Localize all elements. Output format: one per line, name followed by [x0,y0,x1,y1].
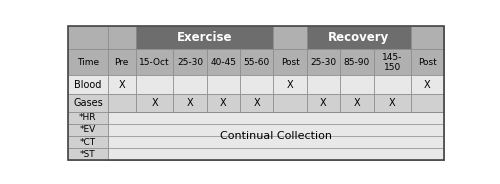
Bar [174,94,206,112]
Bar [307,49,340,75]
Text: X: X [424,79,431,89]
Text: Recovery: Recovery [328,31,390,44]
Text: 145-
150: 145- 150 [382,53,402,72]
Bar [68,94,108,112]
Text: X: X [287,79,294,89]
Bar [374,94,411,112]
Bar [340,94,374,112]
Bar [136,49,173,75]
Text: 25-30: 25-30 [310,58,336,67]
Text: 55-60: 55-60 [244,58,270,67]
Bar [307,26,411,49]
Bar [68,26,108,49]
Bar [108,49,136,75]
Text: X: X [354,98,360,108]
Bar [108,94,136,112]
Bar [374,75,411,94]
Text: X: X [152,98,158,108]
Text: 40-45: 40-45 [210,58,236,67]
Bar [240,49,274,75]
Bar [68,124,108,136]
Bar [274,75,307,94]
Bar [274,49,307,75]
Bar [274,94,307,112]
Text: 15-Oct: 15-Oct [140,58,170,67]
Bar [68,112,108,124]
Bar [68,75,108,94]
Text: *CT: *CT [80,138,96,146]
Bar [108,112,444,160]
Text: Time: Time [77,58,99,67]
Bar [274,26,307,49]
Bar [174,75,206,94]
Bar [108,26,136,49]
Text: X: X [254,98,260,108]
Text: *ST: *ST [80,150,96,159]
Bar [307,75,340,94]
Bar [307,94,340,112]
Bar [240,75,274,94]
Text: 85-90: 85-90 [344,58,370,67]
Text: X: X [389,98,396,108]
Bar [206,49,240,75]
Text: X: X [220,98,226,108]
Bar [340,49,374,75]
Bar [136,94,173,112]
Text: Pre: Pre [114,58,129,67]
Text: Post: Post [280,58,299,67]
Text: X: X [186,98,194,108]
Text: X: X [118,79,125,89]
Bar [340,75,374,94]
Text: Exercise: Exercise [177,31,233,44]
Bar [108,75,136,94]
Text: Blood: Blood [74,79,102,89]
Bar [68,136,108,148]
Bar [206,94,240,112]
Bar [374,49,411,75]
Bar [411,94,444,112]
Bar [411,49,444,75]
Bar [68,148,108,160]
Bar [206,75,240,94]
Text: X: X [320,98,327,108]
Text: 25-30: 25-30 [177,58,203,67]
Bar [240,94,274,112]
Text: *HR: *HR [79,113,96,122]
Bar [411,75,444,94]
Text: Continual Collection: Continual Collection [220,131,332,141]
Bar [174,49,206,75]
Bar [136,75,173,94]
Text: Post: Post [418,58,437,67]
Text: Gases: Gases [73,98,103,108]
Bar [68,49,108,75]
Bar [136,26,274,49]
Bar [411,26,444,49]
Text: *EV: *EV [80,125,96,135]
